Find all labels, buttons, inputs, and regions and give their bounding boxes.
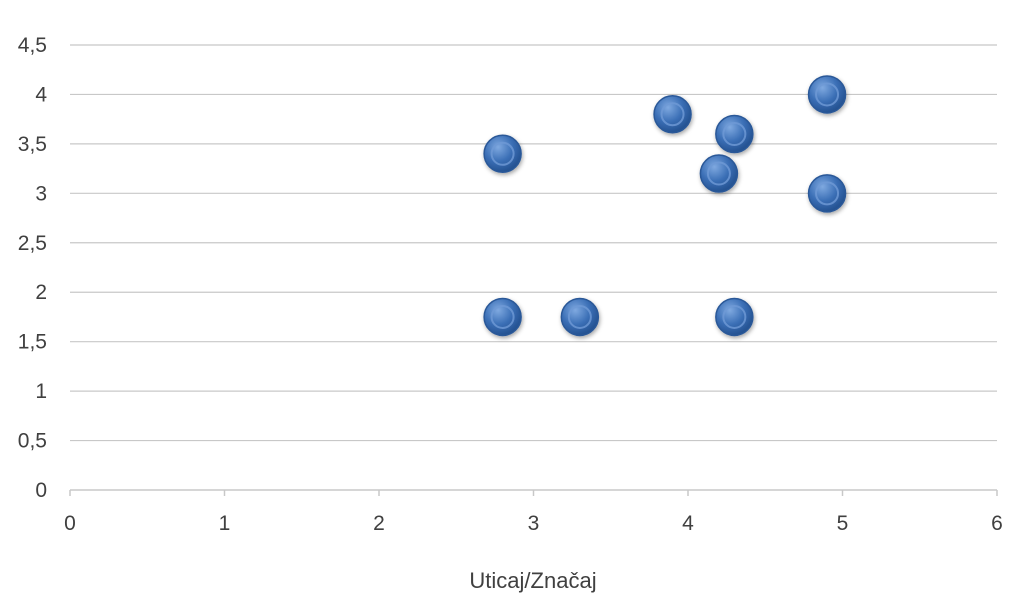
- data-point-marker: [483, 134, 522, 174]
- x-tick-label: 6: [991, 512, 1003, 535]
- data-point-marker: [483, 297, 522, 337]
- data-point-ring: [706, 161, 731, 186]
- data-point-ring: [660, 102, 685, 127]
- data-point-marker: [807, 174, 847, 213]
- x-tick-label: 2: [373, 512, 385, 535]
- data-point: [807, 174, 847, 213]
- data-point-ring: [567, 304, 592, 329]
- quadrant-lines: [70, 11, 993, 490]
- data-point-marker: [715, 297, 754, 337]
- data-point-ring: [490, 304, 515, 329]
- y-tick-label: 0,5: [18, 430, 47, 453]
- x-tick-label: 1: [219, 512, 231, 535]
- data-point-ring: [815, 82, 840, 107]
- data-point: [560, 297, 600, 337]
- y-tick-labels: 0 0,5 1 1,5 2 2,5 3 3,5 4 4,5: [18, 34, 48, 502]
- data-point-marker: [653, 94, 692, 134]
- data-point: [715, 297, 754, 337]
- data-point-marker: [807, 75, 847, 114]
- data-point-marker: [560, 297, 600, 337]
- x-tick-label: 5: [837, 512, 849, 535]
- y-tick-label: 0: [35, 479, 47, 502]
- y-tick-label: 3: [35, 182, 47, 205]
- data-point-ring: [815, 181, 840, 206]
- data-point: [699, 154, 739, 193]
- axes: [69, 489, 998, 496]
- data-point: [483, 134, 522, 174]
- y-tick-label: 4,5: [18, 34, 47, 57]
- data-point: [483, 297, 522, 337]
- data-points: [483, 75, 847, 337]
- data-point-marker: [715, 114, 754, 154]
- x-tick-label: 4: [682, 512, 694, 535]
- data-point-ring: [722, 304, 747, 329]
- data-point-marker: [699, 154, 739, 193]
- y-tick-label: 3,5: [18, 133, 47, 156]
- data-point: [653, 94, 692, 134]
- x-axis-title: Uticaj/Značaj: [469, 568, 596, 593]
- data-point-ring: [722, 122, 747, 146]
- x-tick-label: 3: [528, 512, 540, 535]
- y-tick-label: 2,5: [18, 232, 47, 255]
- x-tick-label: 0: [64, 512, 76, 535]
- y-tick-label: 2: [35, 281, 47, 304]
- y-tick-label: 1,5: [18, 331, 47, 354]
- data-point: [715, 114, 754, 154]
- x-tick-labels: 0 1 2 3 4 5 6: [64, 512, 1003, 535]
- data-point-ring: [490, 141, 515, 166]
- y-tick-label: 4: [35, 83, 47, 106]
- data-point: [807, 75, 847, 114]
- y-tick-label: 1: [35, 380, 47, 403]
